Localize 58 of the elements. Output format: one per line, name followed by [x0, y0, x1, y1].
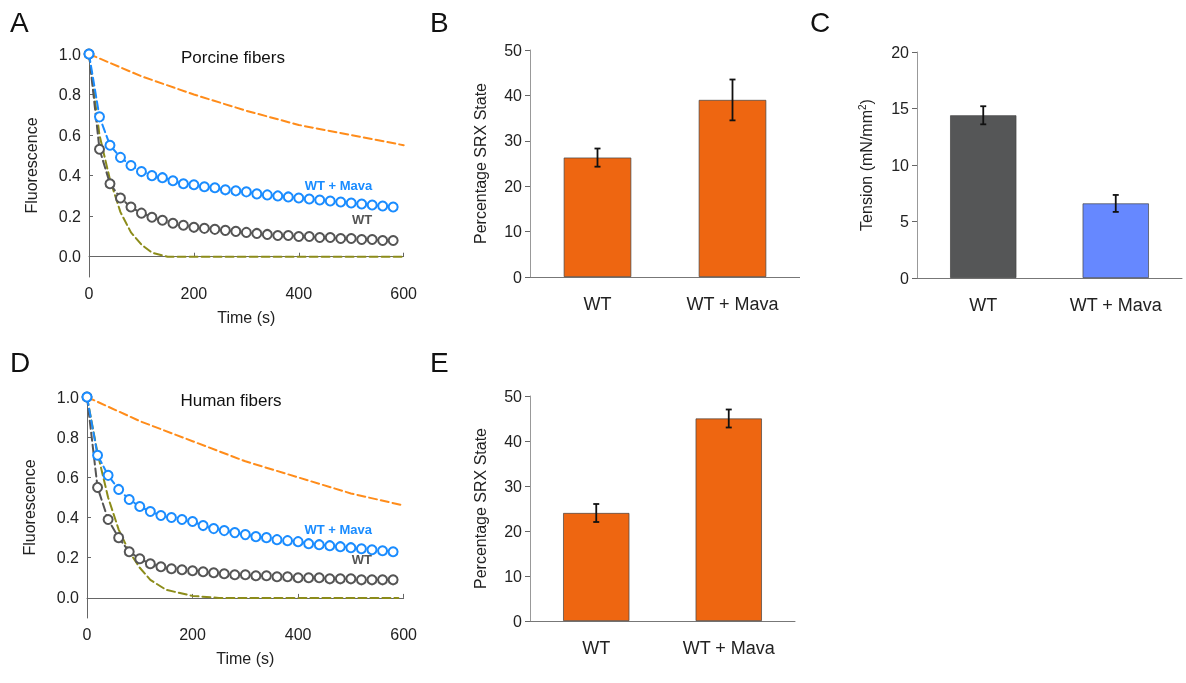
- text: B: [430, 6, 449, 38]
- y-tick-label: 0: [900, 269, 910, 287]
- text: D: [10, 346, 31, 378]
- x-tick-label: WT: [969, 295, 998, 315]
- y-tick-label: 20: [504, 522, 523, 540]
- y-tick-label: 30: [504, 477, 523, 495]
- series-label: WT + Mava: [304, 522, 373, 538]
- y-tick-label: 10: [891, 156, 910, 174]
- y-tick-label: 40: [504, 432, 523, 450]
- text: C: [810, 6, 831, 38]
- x-tick-label: 200: [179, 625, 206, 643]
- y-axis-title: Percentage SRX State: [471, 427, 489, 589]
- series-label: WT: [351, 552, 373, 568]
- y-tick-label: 0.4: [56, 509, 80, 527]
- y-tick-label: 0.6: [58, 126, 82, 144]
- x-tick-label: WT + Mava: [686, 294, 780, 314]
- chart-title: Human fibers: [180, 391, 282, 410]
- y-tick-label: 0.0: [56, 589, 80, 607]
- y-tick-label: 40: [504, 86, 523, 104]
- y-tick-label: 0.8: [58, 86, 82, 104]
- y-tick-label: 0.2: [58, 207, 82, 225]
- series-label: WT + Mava: [304, 177, 373, 193]
- y-tick-label: 30: [504, 132, 523, 150]
- text: E: [430, 346, 449, 378]
- x-axis-title: Time (s): [216, 649, 275, 667]
- x-tick-label: 0: [84, 284, 94, 302]
- text: A: [10, 6, 29, 38]
- x-tick-label: 600: [390, 625, 418, 643]
- y-tick-label: 20: [504, 177, 523, 195]
- y-axis-title: Fluorescence: [22, 117, 40, 214]
- x-axis-title: Time (s): [217, 308, 276, 326]
- y-axis-title: Percentage SRX State: [471, 82, 489, 244]
- x-tick-label: WT: [583, 294, 612, 314]
- chart-title: Porcine fibers: [181, 48, 285, 67]
- y-tick-label: 1.0: [56, 388, 80, 406]
- y-tick-label: 10: [504, 223, 523, 241]
- x-tick-label: 200: [180, 284, 208, 302]
- y-tick-label: 0.6: [56, 468, 80, 486]
- y-axis-title: Tension (mN/mm2): [856, 99, 875, 231]
- y-tick-label: 0: [513, 612, 523, 630]
- y-tick-label: 0.2: [56, 549, 80, 567]
- y-tick-label: 0.4: [58, 167, 82, 185]
- x-tick-label: WT + Mava: [1069, 295, 1163, 315]
- y-tick-label: 0: [513, 268, 523, 286]
- x-tick-label: 600: [390, 284, 418, 302]
- y-tick-label: 1.0: [58, 45, 82, 63]
- y-tick-label: 50: [504, 387, 523, 405]
- x-tick-label: 400: [284, 625, 312, 643]
- y-tick-label: 15: [891, 100, 910, 117]
- y-tick-label: 20: [891, 43, 910, 61]
- series-label: WT: [351, 212, 373, 227]
- x-tick-label: 400: [285, 284, 313, 302]
- y-tick-label: 5: [900, 213, 910, 230]
- y-tick-label: 10: [504, 567, 523, 585]
- y-axis-title: Fluorescence: [20, 459, 38, 556]
- y-tick-label: 50: [504, 41, 523, 59]
- y-tick-label: 0.0: [58, 248, 82, 266]
- y-tick-label: 0.8: [56, 428, 80, 446]
